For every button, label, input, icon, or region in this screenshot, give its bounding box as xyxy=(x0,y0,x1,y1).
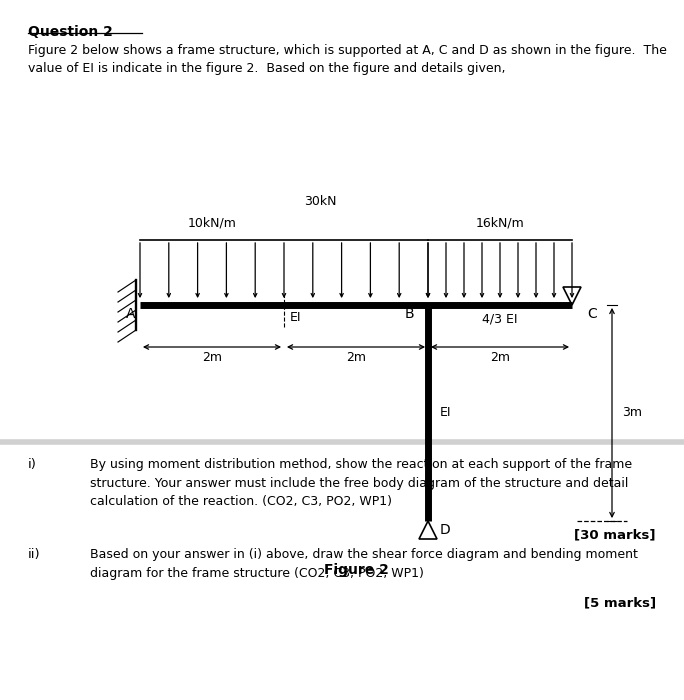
Text: i): i) xyxy=(28,458,37,471)
Text: Figure 2 below shows a frame structure, which is supported at A, C and D as show: Figure 2 below shows a frame structure, … xyxy=(28,44,667,75)
Text: 4/3 EI: 4/3 EI xyxy=(482,313,518,326)
Text: 2m: 2m xyxy=(346,351,366,364)
Text: 2m: 2m xyxy=(490,351,510,364)
Text: 30kN: 30kN xyxy=(304,195,337,208)
Text: Question 2: Question 2 xyxy=(28,25,113,39)
Text: By using moment distribution method, show the reaction at each support of the fr: By using moment distribution method, sho… xyxy=(90,458,632,508)
Text: 3m: 3m xyxy=(622,407,642,419)
Text: 16kN/m: 16kN/m xyxy=(475,217,525,230)
Text: EI: EI xyxy=(290,311,302,324)
Text: 2m: 2m xyxy=(202,351,222,364)
Text: D: D xyxy=(440,523,451,537)
Text: [30 marks]: [30 marks] xyxy=(575,528,656,541)
Text: ii): ii) xyxy=(28,548,40,561)
Text: A: A xyxy=(125,307,135,321)
Text: 10kN/m: 10kN/m xyxy=(187,217,237,230)
Text: [5 marks]: [5 marks] xyxy=(584,596,656,609)
Text: EI: EI xyxy=(440,407,451,419)
Text: C: C xyxy=(587,307,597,321)
Text: Figure 2: Figure 2 xyxy=(324,563,389,577)
Text: Based on your answer in (i) above, draw the shear force diagram and bending mome: Based on your answer in (i) above, draw … xyxy=(90,548,638,580)
Text: B: B xyxy=(404,307,414,321)
